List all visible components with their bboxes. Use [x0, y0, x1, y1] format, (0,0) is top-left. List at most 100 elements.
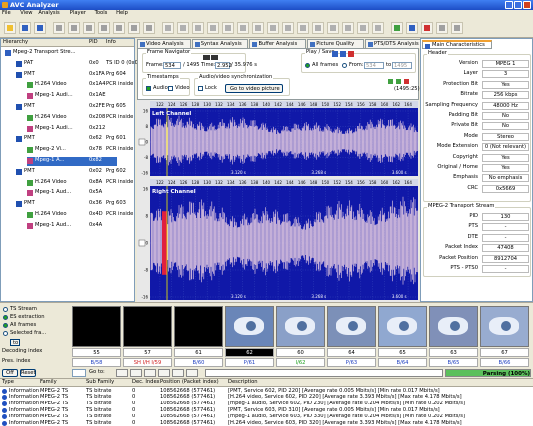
- nav-button[interactable]: [158, 369, 170, 377]
- window-button[interactable]: [505, 1, 513, 9]
- checkbox[interactable]: [198, 86, 203, 91]
- text-input[interactable]: 534: [364, 62, 384, 69]
- tab[interactable]: Syntax Analysis: [191, 39, 249, 48]
- scrollbar[interactable]: [205, 369, 443, 377]
- window-button[interactable]: [514, 1, 522, 9]
- nav-button[interactable]: [186, 369, 198, 377]
- tree-label[interactable]: PMT: [24, 167, 35, 174]
- log-row[interactable]: Information MPEG-2 TS TS bitrate 0 108562668…: [0, 414, 533, 420]
- thumbnail[interactable]: [327, 306, 376, 347]
- text-input[interactable]: 2.952: [215, 62, 232, 69]
- tab[interactable]: Main Characteristics: [422, 40, 492, 49]
- menu-item[interactable]: File: [2, 10, 11, 16]
- nav-button[interactable]: [130, 369, 142, 377]
- tab[interactable]: Video Analysis: [137, 39, 191, 48]
- tree-label[interactable]: PMT: [24, 103, 35, 109]
- play-icon[interactable]: [348, 51, 354, 57]
- radio[interactable]: [3, 323, 8, 328]
- column-header[interactable]: Dec. Index: [132, 379, 160, 385]
- log-row[interactable]: Information MPEG-2 TS TS bitrate 0 108562668…: [0, 394, 533, 401]
- column-header[interactable]: Info: [106, 39, 116, 45]
- column-header[interactable]: Description: [228, 379, 258, 385]
- log-row[interactable]: Information MPEG-2 TS TS bitrate 0 108562668…: [0, 388, 533, 394]
- tab[interactable]: PTS/DTS Analysis: [364, 39, 425, 48]
- column-header[interactable]: Hierarchy: [3, 39, 29, 45]
- menu-item[interactable]: View: [20, 10, 33, 16]
- text-input[interactable]: 534: [163, 62, 181, 69]
- tree-label[interactable]: Mpeg-1 Audi...: [35, 124, 73, 131]
- tab[interactable]: Buffer Analysis: [249, 39, 307, 48]
- column-header[interactable]: Type: [2, 379, 14, 385]
- tree-label[interactable]: H.264 Video: [35, 113, 67, 120]
- thumbnail[interactable]: [72, 306, 121, 347]
- thumbnail[interactable]: [480, 306, 529, 347]
- play-icon[interactable]: [332, 51, 338, 57]
- group-box: Play / Save All frames From: 534 to 1495: [301, 49, 416, 73]
- play-icon[interactable]: [340, 51, 346, 57]
- button[interactable]: to: [10, 339, 20, 346]
- nav-button[interactable]: [144, 369, 156, 377]
- button[interactable]: Reset: [20, 369, 36, 377]
- group-title: Audio/video synchronization: [198, 74, 274, 81]
- menu-item[interactable]: Analysis: [38, 10, 60, 16]
- tree-label[interactable]: PAT: [24, 59, 34, 66]
- radio[interactable]: [3, 307, 8, 312]
- tree-label[interactable]: Mpeg-1 Aud...: [35, 221, 72, 228]
- y-tick-label: -8: [144, 155, 148, 160]
- menu-item[interactable]: Player: [69, 10, 86, 16]
- field-value: No emphasis: [488, 175, 523, 182]
- tree-icon: [16, 104, 22, 110]
- radio[interactable]: [3, 315, 8, 320]
- nav-button[interactable]: [172, 369, 184, 377]
- radio[interactable]: [3, 331, 8, 336]
- tree-label[interactable]: PMT: [24, 200, 35, 207]
- field-value: 256 kbps: [493, 92, 518, 99]
- zoom-icon[interactable]: [396, 79, 401, 84]
- thumbnail[interactable]: [429, 306, 478, 347]
- thumbnail[interactable]: [378, 306, 427, 347]
- thumbnail[interactable]: [225, 306, 274, 347]
- tree-label[interactable]: Mpeg-1 A...: [35, 157, 65, 163]
- tree-label[interactable]: PMT: [24, 135, 35, 142]
- column-header[interactable]: Position (Packet index): [160, 379, 219, 385]
- button[interactable]: Off: [2, 369, 18, 377]
- zoom-icon[interactable]: [388, 79, 393, 84]
- field-value-box: Yes: [482, 153, 529, 162]
- decoding-cell: 55: [72, 348, 121, 357]
- text-input[interactable]: [72, 369, 86, 377]
- column-header[interactable]: Family: [40, 379, 57, 385]
- thumbnail[interactable]: [276, 306, 325, 347]
- button[interactable]: Go to video picture: [225, 84, 283, 93]
- decoding-cell: 67: [480, 348, 529, 357]
- tree-label[interactable]: PMT: [24, 70, 35, 77]
- tree-label[interactable]: H.264 Video: [35, 211, 67, 217]
- nav-button[interactable]: [116, 369, 128, 377]
- tab[interactable]: Picture Quality: [307, 39, 364, 48]
- thumbnail[interactable]: [174, 306, 223, 347]
- menu-item[interactable]: Help: [116, 10, 128, 16]
- column-header[interactable]: PID: [89, 39, 98, 45]
- log-row[interactable]: Information MPEG-2 TS TS bitrate 0 108562668…: [0, 420, 533, 426]
- nav-button[interactable]: [211, 55, 218, 60]
- checkbox[interactable]: [168, 86, 173, 91]
- tree-label[interactable]: Mpeg-1 Audi...: [35, 92, 73, 99]
- tree-label[interactable]: Mpeg-2 Vi...: [35, 146, 66, 153]
- tree-root[interactable]: Mpeg-2 Transport Stre...: [13, 49, 76, 55]
- log-row[interactable]: Information MPEG-2 TS TS bitrate 0 108562668…: [0, 401, 533, 407]
- text-input[interactable]: 1495: [392, 62, 412, 69]
- x-tick-label: 144: [286, 180, 294, 185]
- time-label: 3.600 s: [392, 170, 407, 175]
- column-header[interactable]: Sub Family: [86, 379, 115, 385]
- radio[interactable]: [342, 63, 347, 68]
- checkbox[interactable]: [146, 86, 151, 91]
- nav-button[interactable]: [203, 55, 210, 60]
- window-button[interactable]: [523, 1, 531, 9]
- tree-label[interactable]: Mpeg-1 Aud...: [35, 189, 72, 196]
- thumbnail[interactable]: [123, 306, 172, 347]
- tree-label[interactable]: H.264 Video: [35, 178, 67, 185]
- tree-label[interactable]: H.264 Video: [35, 81, 67, 88]
- menu-item[interactable]: Tools: [94, 10, 108, 16]
- radio[interactable]: [305, 63, 310, 68]
- zoom-icon[interactable]: [404, 79, 409, 84]
- log-row[interactable]: Information MPEG-2 TS TS bitrate 0 108562668…: [0, 407, 533, 413]
